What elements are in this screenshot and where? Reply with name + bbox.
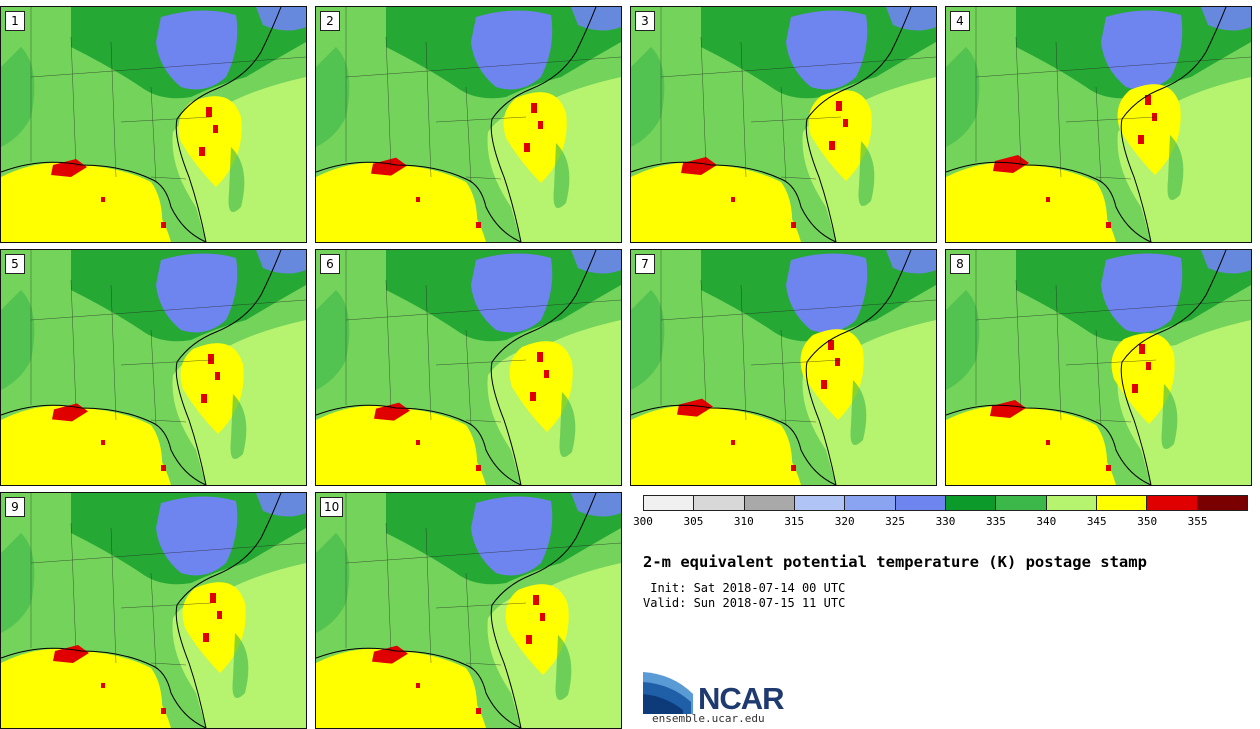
colorbar-segment (1096, 496, 1148, 510)
member-map (316, 493, 621, 728)
colorbar-segment (744, 496, 795, 510)
colorbar-segment (694, 496, 745, 510)
member-panel: 3 (630, 6, 937, 243)
colorbar-tick-label: 315 (784, 515, 805, 528)
site-url: ensemble.ucar.edu (652, 712, 765, 725)
member-map (946, 7, 1251, 242)
member-number-label: 8 (950, 254, 970, 274)
colorbar-segment (845, 496, 896, 510)
member-map (1, 250, 306, 485)
member-panel: 9 (0, 492, 307, 729)
colorbar-tick-label: 320 (834, 515, 855, 528)
colorbar-segment (945, 496, 997, 510)
member-number-label: 2 (320, 11, 340, 31)
colorbar-segment (996, 496, 1047, 510)
colorbar-segment (1147, 496, 1198, 510)
member-map (631, 250, 936, 485)
member-panel: 8 (945, 249, 1252, 486)
member-panel: 6 (315, 249, 622, 486)
member-panel: 1 (0, 6, 307, 243)
colorbar-tick-label: 350 (1137, 515, 1158, 528)
member-number-label: 5 (5, 254, 25, 274)
colorbar-tick-label: 330 (935, 515, 956, 528)
member-number-label: 9 (5, 497, 25, 517)
member-panel: 4 (945, 6, 1252, 243)
colorbar-tick-label: 310 (733, 515, 754, 528)
colorbar-tick-label: 325 (885, 515, 906, 528)
colorbar-tick-label: 335 (985, 515, 1006, 528)
member-map (1, 7, 306, 242)
member-number-label: 6 (320, 254, 340, 274)
colorbar-tick-label: 300 (633, 515, 653, 528)
member-map (316, 250, 621, 485)
member-number-label: 10 (320, 497, 344, 517)
member-number-label: 7 (635, 254, 655, 274)
colorbar-tick-label: 345 (1086, 515, 1107, 528)
member-map (946, 250, 1251, 485)
member-map (316, 7, 621, 242)
member-number-label: 1 (5, 11, 25, 31)
member-number-label: 3 (635, 11, 655, 31)
colorbar-segment (794, 496, 846, 510)
member-panel: 10 (315, 492, 622, 729)
member-map (631, 7, 936, 242)
colorbar-segment (895, 496, 946, 510)
member-panel: 7 (630, 249, 937, 486)
member-map (1, 493, 306, 728)
colorbar-segment (1046, 496, 1097, 510)
colorbar-tick-labels: 300 305 310 315 320 325 330 335 340 345 350 355 (633, 515, 1248, 531)
colorbar-tick-label: 305 (683, 515, 704, 528)
colorbar (643, 495, 1248, 511)
logo-text: NCAR (698, 681, 785, 716)
colorbar-segment (644, 496, 695, 510)
ncar-logo-icon (643, 672, 693, 714)
member-panel: 5 (0, 249, 307, 486)
colorbar-tick-label: 355 (1187, 515, 1208, 528)
valid-time: Valid: Sun 2018-07-15 11 UTC (643, 596, 846, 610)
member-panel: 2 (315, 6, 622, 243)
figure-title: 2-m equivalent potential temperature (K)… (643, 553, 1147, 571)
init-time: Init: Sat 2018-07-14 00 UTC (643, 581, 846, 595)
colorbar-segment (1197, 496, 1247, 510)
member-number-label: 4 (950, 11, 970, 31)
colorbar-tick-label: 340 (1036, 515, 1057, 528)
